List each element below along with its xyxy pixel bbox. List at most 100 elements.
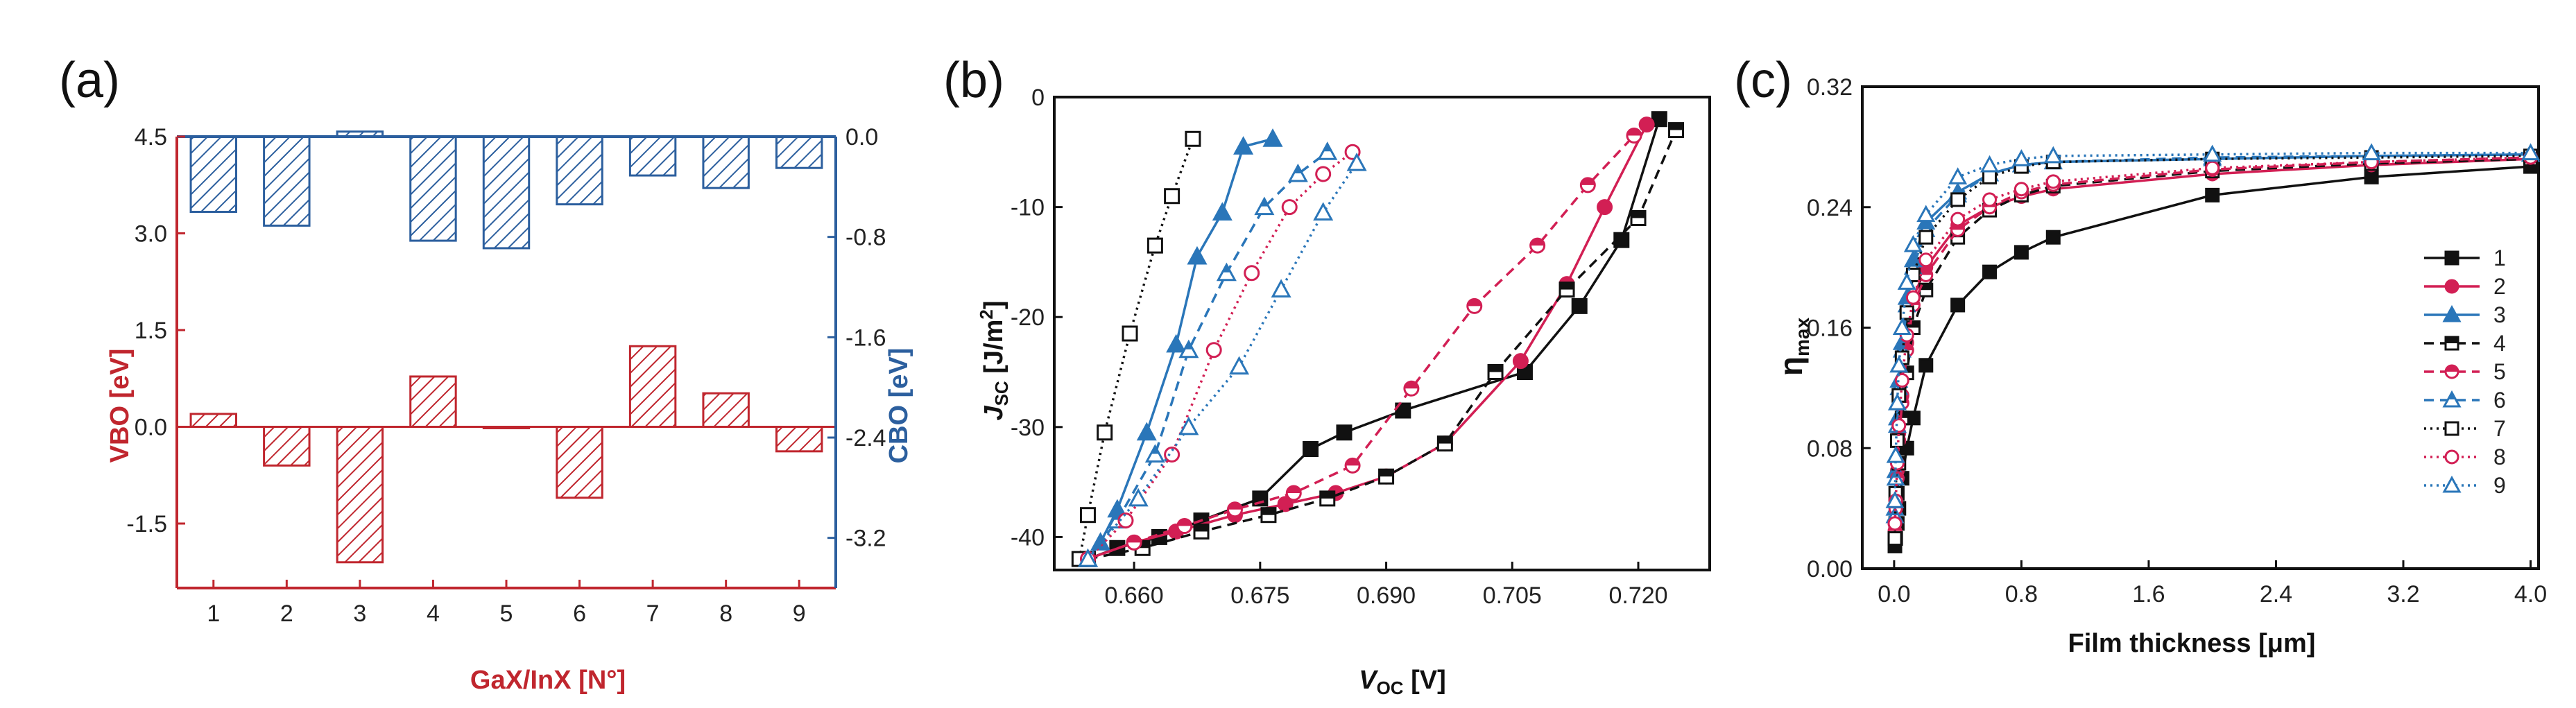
marker (1077, 549, 1098, 567)
y-tick-label: 1.5 (135, 318, 167, 344)
marker (1950, 211, 1966, 227)
vbo-bar (556, 426, 603, 499)
marker (2442, 304, 2462, 322)
panel-a-cbo-bars (189, 130, 823, 250)
marker (1512, 353, 1529, 370)
marker (1638, 116, 1655, 133)
marker (1918, 230, 1934, 245)
vbo-bar (775, 426, 823, 453)
marker-fill (1379, 469, 1393, 477)
marker (1885, 491, 1905, 508)
vbo-bar (336, 426, 384, 564)
panel-a-axes: 4.5 3.0 1.5 0.0 -1.5 0.0 -0.8 -1.6 -2.4 -3.2 1 2 3 4 5… (126, 124, 886, 627)
marker-fill (1261, 508, 1276, 515)
x-tick-label: 0.0 (1878, 581, 1910, 607)
marker-fill (1346, 458, 1360, 466)
marker-fill (1669, 123, 1683, 130)
marker (1271, 279, 1291, 298)
marker (1918, 252, 1934, 268)
marker (1982, 169, 1998, 184)
plot-frame (1053, 96, 1711, 571)
marker-fill (1919, 284, 1932, 291)
x-tick-label: 1 (207, 601, 220, 627)
marker (1097, 424, 1113, 441)
panel-c-xlabel: Film thickness [μm] (2068, 629, 2316, 658)
panel-b-ylabel: JSC [J/m2] (976, 300, 1012, 420)
marker (1894, 373, 1909, 388)
series-line (1894, 151, 2531, 501)
panel-c-legend: 1 2 3 4 5 6 7 8 9 (2424, 245, 2506, 498)
y-tick-label: 3.0 (135, 221, 167, 248)
marker (1185, 130, 1201, 147)
marker (1982, 192, 1998, 207)
panel-c-series (1885, 143, 2541, 553)
y-tick-label: -10 (1011, 195, 1045, 221)
legend-item: 9 (2424, 473, 2506, 498)
marker-fill (2446, 365, 2458, 372)
panel-b-ylabel-unit: [J/m (979, 320, 1008, 381)
marker (2013, 182, 2029, 197)
panel-c-axes: 0.32 0.24 0.16 0.08 0.00 0.0 0.8 1.6 2.4 3.2 4.0 (1807, 74, 2547, 607)
series-7 (1071, 130, 1201, 567)
panel-c-ylabel-main: η (1773, 356, 1809, 376)
x-tick-label: 2.4 (2260, 581, 2292, 607)
x-tick-label: 8 (719, 601, 732, 627)
legend-label: 6 (2493, 388, 2506, 413)
marker-fill (1151, 446, 1160, 454)
marker (1166, 334, 1187, 353)
marker (1136, 422, 1157, 441)
marker (2203, 144, 2222, 162)
panel-a-xlabel: GaX/InX [N°] (470, 666, 626, 695)
panel-b-ylabel-main: J (979, 406, 1008, 421)
marker-fill (1909, 259, 1917, 267)
y2-tick-label: 0.0 (845, 124, 878, 150)
marker (1281, 199, 1298, 216)
marker (1918, 358, 1934, 373)
legend-label: 9 (2493, 473, 2506, 498)
marker (1613, 232, 1630, 248)
marker (2444, 421, 2459, 436)
panel-b: (b) 0 -10 -20 -30 -40 0.660 0.675 0.690 0.705 0.7… (943, 53, 1711, 698)
legend-item: 2 (2424, 274, 2506, 299)
legend-item: 3 (2424, 302, 2506, 327)
marker (1950, 192, 1966, 207)
marker (1887, 516, 1903, 531)
series-1 (1079, 111, 1667, 567)
marker (1244, 265, 1260, 282)
marker (1212, 202, 1233, 221)
marker-fill (1177, 519, 1192, 526)
marker (1897, 273, 1916, 290)
legend-item: 5 (2424, 359, 2506, 384)
panel-b-ylabel-sub: SC (991, 381, 1012, 406)
marker-fill (1631, 211, 1646, 218)
marker-fill (1222, 264, 1231, 273)
y2-tick-label: -1.6 (845, 325, 886, 351)
marker-fill (1438, 436, 1452, 444)
panel-c-ylabel-sub: max (1792, 318, 1813, 356)
panel-a-vbo-bars (189, 345, 823, 564)
y-tick-label: 0.0 (135, 415, 167, 441)
marker-fill (1404, 381, 1418, 389)
marker (1205, 342, 1222, 359)
series-2 (1079, 116, 1655, 567)
legend-label: 7 (2493, 416, 2506, 441)
legend-item: 7 (2424, 416, 2506, 441)
marker (1254, 196, 1275, 216)
series-line (1087, 135, 1635, 560)
cbo-bar (775, 135, 823, 169)
cbo-bar (628, 135, 677, 177)
marker-fill (1467, 299, 1482, 306)
cbo-bar (409, 135, 457, 242)
marker (1187, 245, 1208, 265)
legend-item: 1 (2424, 245, 2506, 270)
marker (1313, 202, 1334, 221)
marker (1346, 153, 1367, 171)
x-tick-label: 6 (573, 601, 586, 627)
marker (2444, 250, 2459, 266)
marker (1147, 237, 1163, 254)
marker (2043, 146, 2063, 164)
x-tick-label: 0.8 (2005, 581, 2038, 607)
series-1 (1887, 159, 2539, 553)
marker-fill (1194, 524, 1209, 532)
